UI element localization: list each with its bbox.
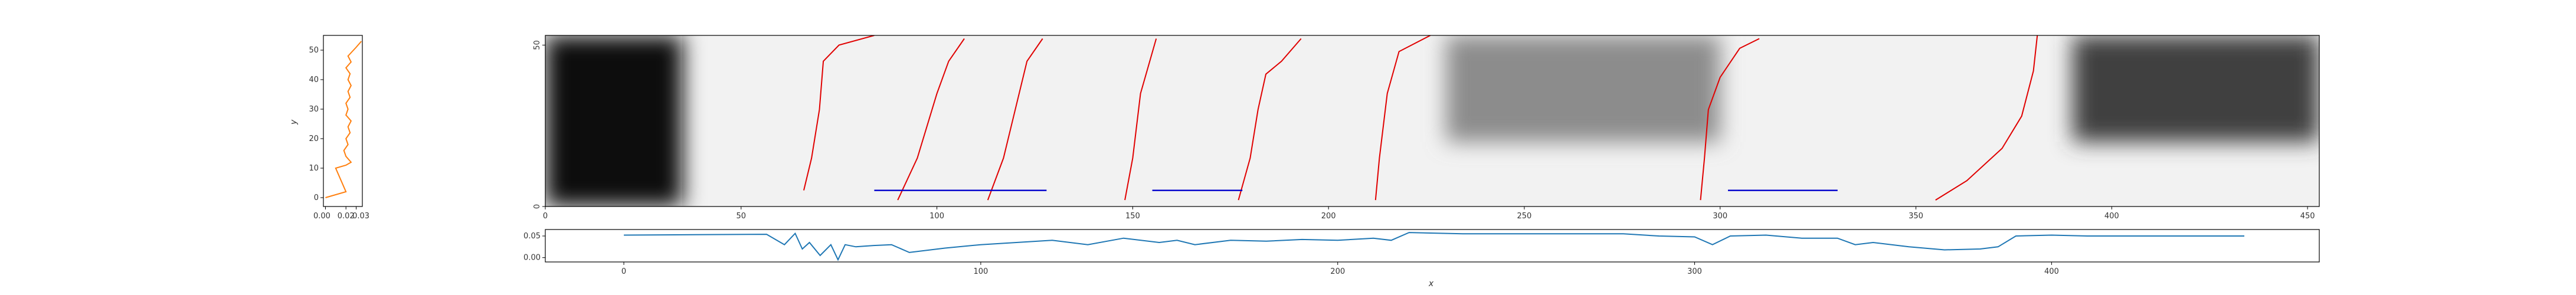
- y-profile-ylabel: y: [289, 119, 299, 125]
- heatmap-y-tick-label: 0: [533, 204, 542, 209]
- y-profile-panel: 0.00 0.020.03 0 10 20 30 40 50 y: [289, 35, 369, 221]
- heatmap-x-tick-label: 250: [1517, 212, 1532, 221]
- heatmap-dark-region: [545, 35, 683, 206]
- heatmap-y-ticks: 0 50: [533, 40, 545, 209]
- heatmap-dark-region: [2072, 35, 2319, 142]
- alignment-path: [987, 38, 1043, 201]
- y-profile-x-ticks: 0.00 0.020.03: [313, 206, 369, 221]
- x-profile-x-tick-label: 100: [973, 267, 988, 276]
- heatmap-x-ticks: 0 50 100 150 200 250 300 350 400 450: [543, 206, 2315, 221]
- y-profile-y-tick-label: 0: [314, 194, 319, 202]
- alignment-path: [803, 35, 875, 191]
- heatmap-shading: [545, 35, 2319, 206]
- x-profile-x-tick-label: 300: [1687, 267, 1702, 276]
- heatmap-frame: [545, 35, 2320, 207]
- alignment-path: [1124, 38, 1157, 201]
- heatmap-x-tick-label: 50: [737, 212, 747, 221]
- heatmap-x-tick-label: 0: [543, 212, 548, 221]
- y-profile-x-tick-label: 0.02: [338, 212, 355, 221]
- x-profile-y-ticks: 0.00 0.05: [523, 232, 545, 263]
- x-profile-x-tick-label: 0: [621, 267, 626, 276]
- alignment-path: [1935, 35, 2038, 201]
- y-profile-x-tick-label: 0.03: [352, 212, 369, 221]
- x-profile-line: [624, 232, 2244, 261]
- heatmap-x-tick-label: 300: [1713, 212, 1727, 221]
- y-profile-y-tick-label: 40: [309, 76, 319, 84]
- heatmap-panel: 0 50 100 150 200 250 300 350 400 450 0 50: [533, 35, 2320, 221]
- heatmap-background: [545, 35, 2319, 206]
- x-profile-y-tick-label: 0.05: [523, 232, 541, 241]
- y-profile-y-ticks: 0 10 20 30 40 50: [309, 46, 323, 202]
- heatmap-x-tick-label: 400: [2104, 212, 2119, 221]
- heatmap-x-tick-label: 450: [2300, 212, 2315, 221]
- x-profile-x-tick-label: 400: [2044, 267, 2059, 276]
- x-profile-panel: 0 100 200 300 400 0.00 0.05 x: [523, 229, 2320, 289]
- alignment-path: [1700, 38, 1760, 201]
- alignment-path: [1374, 35, 1431, 201]
- heatmap-y-tick-label: 50: [533, 40, 542, 50]
- y-profile-x-tick-label: 0.00: [313, 212, 330, 221]
- x-profile-frame: [545, 229, 2320, 263]
- x-profile-x-tick-label: 200: [1330, 267, 1345, 276]
- heatmap-cells: [545, 35, 2319, 206]
- heatmap-x-tick-label: 150: [1125, 212, 1140, 221]
- heatmap-x-tick-label: 200: [1321, 212, 1336, 221]
- y-profile-y-tick-label: 50: [309, 46, 319, 55]
- heatmap-paths: [803, 35, 2038, 201]
- x-profile-series: [624, 232, 2244, 261]
- alignment-path: [897, 38, 965, 201]
- y-profile-line: [325, 41, 362, 198]
- heatmap-x-tick-label: 350: [1909, 212, 1923, 221]
- y-profile-series: [325, 41, 362, 198]
- y-profile-frame: [323, 35, 363, 207]
- x-profile-xlabel: x: [1428, 279, 1434, 289]
- y-profile-y-tick-label: 10: [309, 164, 319, 173]
- heatmap-dark-region: [1446, 35, 1720, 142]
- x-profile-x-ticks: 0 100 200 300 400: [621, 262, 2059, 276]
- heatmap-x-tick-label: 100: [929, 212, 944, 221]
- y-profile-y-tick-label: 20: [309, 135, 319, 143]
- y-profile-y-tick-label: 30: [309, 105, 319, 114]
- x-profile-y-tick-label: 0.00: [523, 254, 541, 263]
- alignment-path: [1238, 38, 1302, 201]
